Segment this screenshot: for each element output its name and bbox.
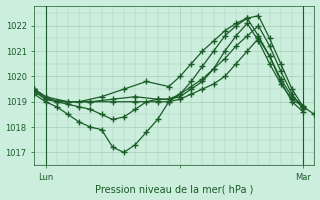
X-axis label: Pression niveau de la mer( hPa ): Pression niveau de la mer( hPa ): [95, 184, 253, 194]
